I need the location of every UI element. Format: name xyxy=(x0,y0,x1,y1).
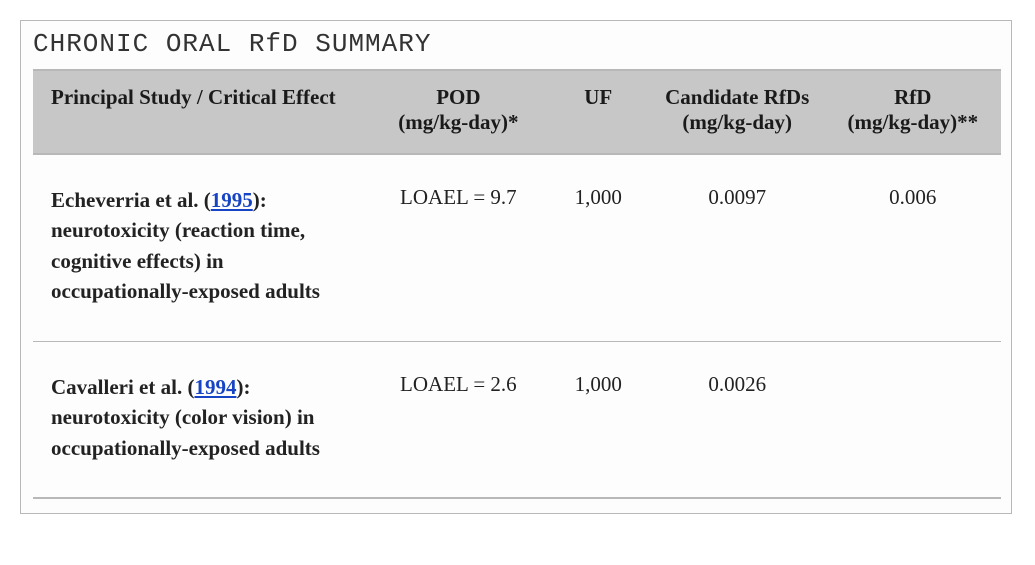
col-header-uf: UF xyxy=(547,70,650,154)
col-header-rfd-sublabel: (mg/kg-day)** xyxy=(837,110,989,135)
cell-candidate: 0.0097 xyxy=(650,154,825,341)
col-header-rfd: RfD (mg/kg-day)** xyxy=(825,70,1001,154)
cell-pod: LOAEL = 2.6 xyxy=(370,341,546,498)
col-header-rfd-label: RfD xyxy=(894,85,931,109)
col-header-candidate: Candidate RfDs (mg/kg-day) xyxy=(650,70,825,154)
table-row: Cavalleri et al. (1994): neurotoxicity (… xyxy=(33,341,1001,498)
col-header-pod-label: POD xyxy=(436,85,480,109)
table-header: Principal Study / Critical Effect POD (m… xyxy=(33,70,1001,154)
study-prefix: Cavalleri et al. ( xyxy=(51,375,194,399)
cell-candidate: 0.0026 xyxy=(650,341,825,498)
col-header-study: Principal Study / Critical Effect xyxy=(33,70,370,154)
cell-study: Echeverria et al. (1995): neurotoxicity … xyxy=(33,154,370,341)
col-header-pod-sublabel: (mg/kg-day)* xyxy=(382,110,534,135)
study-prefix: Echeverria et al. ( xyxy=(51,188,211,212)
cell-uf: 1,000 xyxy=(547,154,650,341)
col-header-candidate-sublabel: (mg/kg-day) xyxy=(662,110,813,135)
col-header-study-label: Principal Study / Critical Effect xyxy=(51,85,336,109)
col-header-candidate-label: Candidate RfDs xyxy=(665,85,809,109)
table-body: Echeverria et al. (1995): neurotoxicity … xyxy=(33,154,1001,498)
col-header-uf-label: UF xyxy=(584,85,612,109)
rfd-table: Principal Study / Critical Effect POD (m… xyxy=(33,69,1001,499)
panel-title: CHRONIC ORAL RfD SUMMARY xyxy=(33,29,1001,59)
cell-rfd xyxy=(825,341,1001,498)
cell-uf: 1,000 xyxy=(547,341,650,498)
table-row: Echeverria et al. (1995): neurotoxicity … xyxy=(33,154,1001,341)
rfd-summary-panel: CHRONIC ORAL RfD SUMMARY Principal Study… xyxy=(20,20,1012,514)
citation-link[interactable]: 1994 xyxy=(194,375,236,399)
citation-link[interactable]: 1995 xyxy=(211,188,253,212)
cell-rfd: 0.006 xyxy=(825,154,1001,341)
cell-pod: LOAEL = 9.7 xyxy=(370,154,546,341)
col-header-pod: POD (mg/kg-day)* xyxy=(370,70,546,154)
cell-study: Cavalleri et al. (1994): neurotoxicity (… xyxy=(33,341,370,498)
